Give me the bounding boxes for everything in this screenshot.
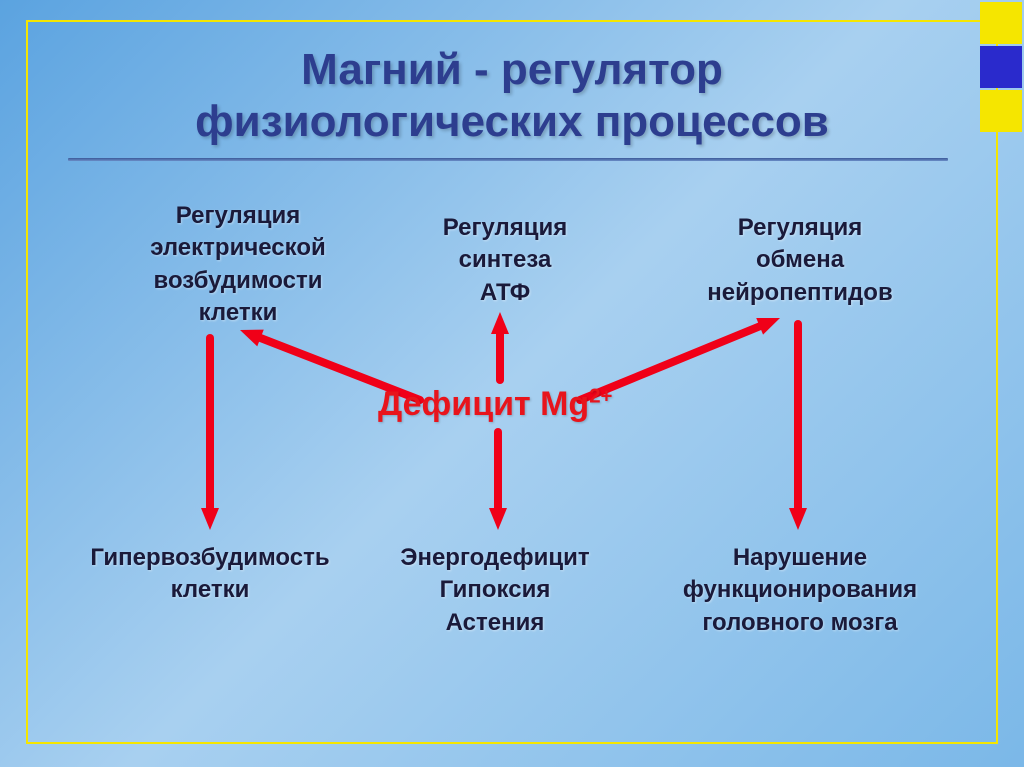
node-line: клетки	[118, 297, 358, 329]
diagram-node-top-left: Регуляцияэлектрическойвозбудимостиклетки	[118, 200, 358, 330]
diagram-node-bot-mid: ЭнергодефицитГипоксияАстения	[370, 542, 620, 639]
diagram-node-bot-right: Нарушениефункционированияголовного мозга	[650, 542, 950, 639]
node-line: Нарушение	[650, 542, 950, 574]
slide-title: Магний - регулятор физиологических проце…	[0, 44, 1024, 148]
title-underline	[68, 158, 948, 161]
center-text: Дефицит Mg	[378, 385, 589, 423]
corner-square	[980, 2, 1022, 44]
node-line: возбудимости	[118, 265, 358, 297]
node-line: Регуляция	[680, 212, 920, 244]
title-line-1: Магний - регулятор	[0, 44, 1024, 96]
node-line: синтеза	[410, 244, 600, 276]
node-line: электрической	[118, 232, 358, 264]
node-line: Гипервозбудимость	[60, 542, 360, 574]
diagram-node-top-right: Регуляцияобменанейропептидов	[680, 212, 920, 309]
node-line: клетки	[60, 574, 360, 606]
center-label: Дефицит Mg2+	[378, 385, 612, 424]
node-line: Энергодефицит	[370, 542, 620, 574]
diagram-node-top-mid: РегуляциясинтезаАТФ	[410, 212, 600, 309]
node-line: функционирования	[650, 574, 950, 606]
node-line: Регуляция	[410, 212, 600, 244]
center-superscript: 2+	[589, 386, 612, 408]
node-line: Гипоксия	[370, 574, 620, 606]
node-line: обмена	[680, 244, 920, 276]
node-line: Астения	[370, 607, 620, 639]
node-line: Регуляция	[118, 200, 358, 232]
title-line-2: физиологических процессов	[0, 96, 1024, 148]
node-line: головного мозга	[650, 607, 950, 639]
node-line: нейропептидов	[680, 277, 920, 309]
diagram-node-bot-left: Гипервозбудимостьклетки	[60, 542, 360, 607]
node-line: АТФ	[410, 277, 600, 309]
